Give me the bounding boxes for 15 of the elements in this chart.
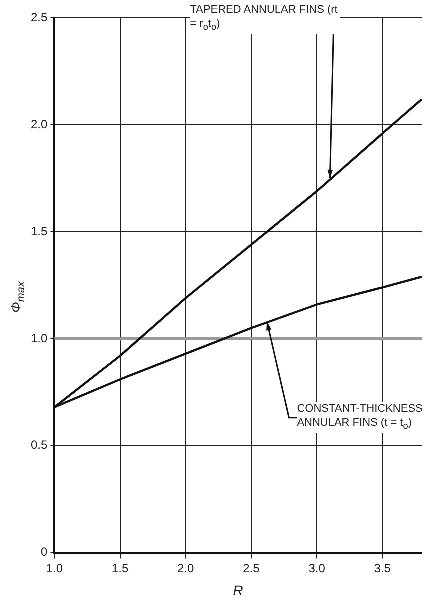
annotation: CONSTANT-THICKNESS ANNULAR FINS (t = t$_{o}$) — [297, 402, 428, 434]
y-tick-label: 2.5 — [30, 10, 48, 25]
x-tick-label: 1.5 — [112, 561, 129, 576]
annotation: TAPERED ANNULAR FINS (rt = r$_{o}$t$_{o}$) — [190, 2, 340, 34]
x-tick-label: 3.0 — [308, 561, 326, 576]
x-tick-label: 2.0 — [178, 561, 195, 576]
x-tick-label: 3.5 — [374, 561, 392, 576]
y-tick-label: 1.5 — [30, 224, 48, 238]
x-tick-label: 2.5 — [243, 561, 260, 576]
y-tick-label: 0.5 — [30, 438, 48, 452]
y-tick-label: 2.0 — [30, 117, 48, 132]
x-tick-label: 1.0 — [46, 561, 64, 576]
y-tick-label: 1.0 — [30, 331, 48, 346]
x-axis-title: R — [233, 582, 244, 598]
y-tick-label: 0 — [40, 545, 48, 560]
